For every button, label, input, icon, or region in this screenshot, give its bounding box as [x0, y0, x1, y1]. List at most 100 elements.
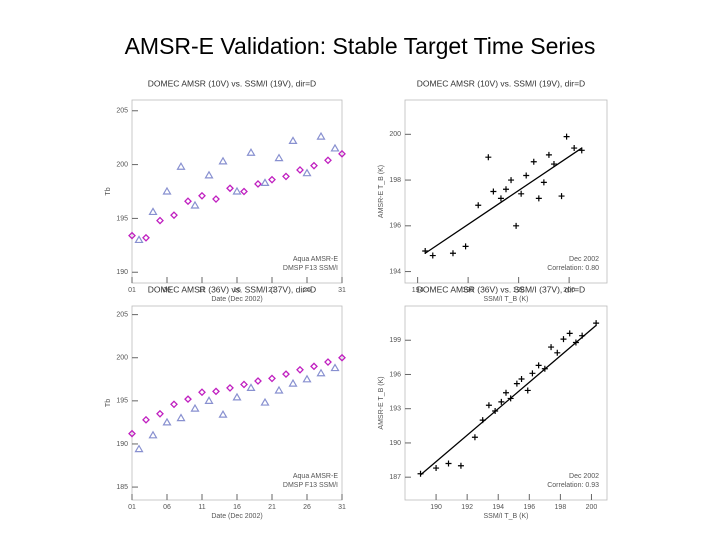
triangle-marker	[246, 383, 256, 392]
plus-marker	[535, 362, 542, 369]
y-tick-label: 196	[389, 223, 401, 230]
x-axis-label: Date (Dec 2002)	[211, 296, 262, 303]
x-tick-label: 192	[461, 504, 473, 511]
plus-marker	[518, 190, 525, 197]
x-tick-label: 196	[462, 287, 474, 294]
y-tick-label: 190	[116, 269, 128, 276]
x-tick-label: 196	[523, 504, 535, 511]
y-tick-label: 196	[389, 371, 401, 378]
x-tick-label: 06	[163, 287, 171, 294]
x-tick-label: 198	[513, 287, 525, 294]
plus-marker	[535, 195, 542, 202]
x-tick-label: 21	[268, 504, 276, 511]
legend-entry: DMSP F13 SSM/I	[283, 482, 338, 489]
plot-frame	[404, 99, 608, 284]
plus-marker	[433, 465, 440, 472]
y-tick-label: 205	[116, 311, 128, 318]
plus-marker	[513, 380, 520, 387]
x-tick-label: 11	[198, 504, 205, 511]
diamond-marker	[254, 377, 262, 385]
x-tick-label: 16	[233, 504, 241, 511]
diamond-marker	[310, 362, 318, 371]
plus-marker	[572, 339, 579, 346]
plus-marker	[490, 188, 497, 195]
triangle-marker	[316, 368, 326, 377]
diamond-marker	[240, 380, 248, 389]
triangle-marker	[148, 207, 158, 216]
y-axis-label: Tb	[105, 399, 112, 407]
diamond-marker	[296, 166, 304, 174]
diamond-marker	[142, 233, 150, 242]
plus-marker	[518, 376, 525, 383]
triangle-marker	[260, 397, 270, 406]
panel-title: DOMEC AMSR (36V) vs. SSM/I (37V), dir=D	[148, 284, 316, 294]
annotation: Dec 2002	[569, 473, 599, 480]
triangle-marker	[330, 143, 340, 152]
y-axis-label: AMSR-E T_B (K)	[378, 165, 385, 218]
x-tick-label: 200	[563, 287, 575, 294]
y-tick-label: 195	[116, 398, 128, 405]
triangle-marker	[288, 378, 298, 387]
triangle-marker	[274, 153, 284, 162]
triangle-marker	[274, 385, 284, 394]
triangle-marker	[176, 413, 186, 422]
x-axis-label: Date (Dec 2002)	[211, 513, 262, 520]
triangle-marker	[330, 363, 340, 372]
plus-marker	[545, 151, 552, 158]
x-tick-label: 26	[303, 504, 311, 511]
x-axis-label: SSM/I T_B (K)	[484, 296, 529, 303]
triangle-marker	[288, 136, 298, 145]
panel-title: DOMEC AMSR (10V) vs. SSM/I (19V), dir=D	[148, 78, 316, 88]
plus-marker	[571, 145, 578, 152]
legend-entry: Aqua AMSR-E	[293, 473, 338, 480]
x-tick-label: 11	[198, 287, 205, 294]
diamond-marker	[324, 358, 332, 366]
plus-marker	[530, 158, 537, 165]
diamond-marker	[142, 415, 150, 424]
plus-marker	[507, 395, 514, 402]
triangle-marker	[316, 131, 326, 140]
diamond-marker	[128, 429, 136, 438]
x-tick-label: 194	[492, 504, 504, 511]
triangle-marker	[260, 178, 270, 186]
x-tick-label: 31	[338, 287, 346, 294]
diamond-marker	[170, 211, 178, 220]
diamond-marker	[268, 374, 276, 383]
diamond-marker	[240, 187, 248, 196]
plus-marker	[497, 195, 504, 202]
y-tick-label: 187	[389, 474, 401, 481]
y-tick-label: 200	[389, 131, 401, 138]
diamond-marker	[170, 400, 178, 409]
x-tick-label: 200	[586, 504, 598, 511]
plus-marker	[566, 330, 573, 337]
legend-entry: DMSP F13 SSM/I	[283, 265, 338, 272]
triangle-marker	[218, 409, 228, 418]
y-tick-label: 193	[389, 406, 401, 413]
panel-title: DOMEC AMSR (36V) vs. SSM/I (37V), dir=D	[417, 284, 585, 294]
plus-marker	[475, 202, 482, 209]
y-tick-label: 199	[389, 337, 401, 344]
plus-marker	[579, 332, 586, 339]
diamond-marker	[226, 383, 234, 392]
diamond-marker	[156, 216, 164, 225]
plus-marker	[550, 161, 557, 168]
plus-marker	[524, 387, 531, 394]
plus-marker	[563, 133, 570, 140]
annotation: Dec 2002	[569, 256, 599, 263]
y-tick-label: 185	[116, 484, 128, 491]
triangle-marker	[204, 170, 214, 179]
panel-title: DOMEC AMSR (10V) vs. SSM/I (19V), dir=D	[417, 78, 585, 88]
plus-marker	[485, 402, 492, 409]
y-tick-label: 200	[116, 355, 128, 362]
x-tick-label: 190	[430, 504, 442, 511]
y-tick-label: 194	[389, 268, 401, 275]
plus-marker	[560, 336, 567, 343]
x-tick-label: 194	[412, 287, 424, 294]
plus-marker	[422, 247, 429, 254]
diamond-marker	[254, 180, 262, 188]
plus-marker	[523, 172, 530, 179]
diamond-marker	[282, 172, 290, 181]
triangle-marker	[232, 392, 242, 401]
diamond-marker	[198, 191, 206, 200]
plus-marker	[429, 252, 436, 259]
